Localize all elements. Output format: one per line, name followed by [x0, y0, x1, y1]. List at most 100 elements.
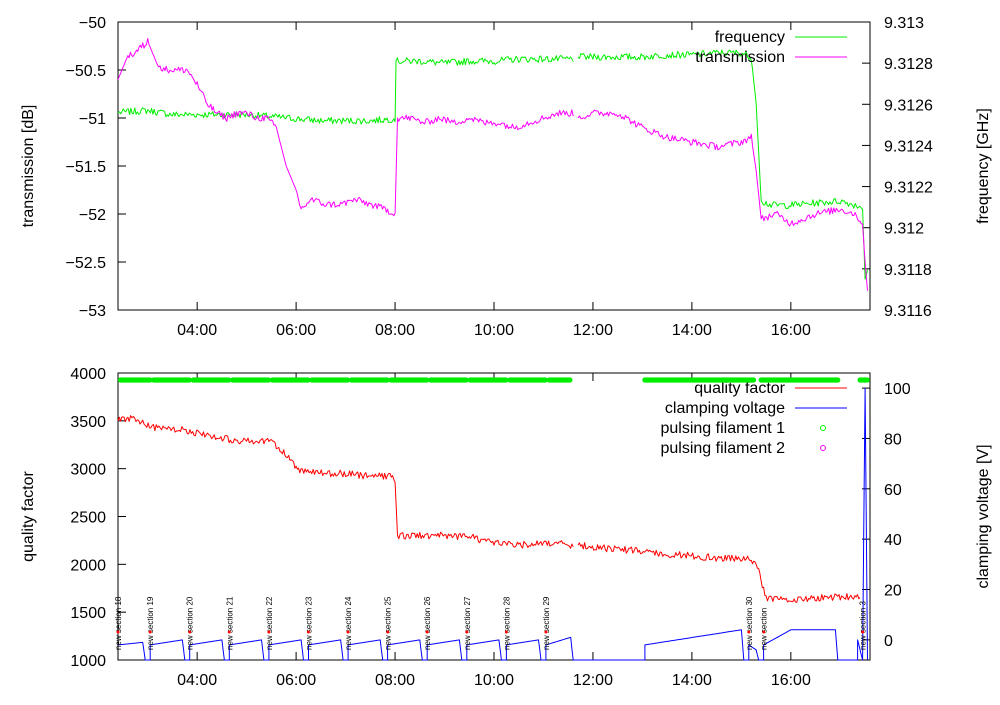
x-tick-label: 08:00	[375, 322, 415, 339]
y-tick-label-right: 9.3126	[884, 97, 933, 114]
x-tick-label: 12:00	[573, 322, 613, 339]
section-annotation: new section 3	[859, 601, 868, 650]
section-annotation: new section 23	[304, 596, 313, 650]
section-marker-dot	[504, 630, 508, 634]
series-line-transmission	[117, 38, 868, 291]
y-tick-label-right: 80	[884, 431, 902, 448]
section-annotation: new section 27	[463, 596, 472, 650]
legend-label: quality factor	[694, 380, 785, 397]
y-tick-label-right: 9.313	[884, 15, 924, 32]
legend-marker	[820, 445, 826, 451]
section-marker-dot	[861, 630, 865, 634]
pulsing-marker	[542, 377, 549, 383]
y-tick-label-left: −50.5	[66, 63, 107, 80]
x-tick-label: 10:00	[474, 322, 514, 339]
y-tick-label-right: 9.3118	[884, 262, 932, 279]
x-tick-label: 04:00	[177, 322, 217, 339]
y-tick-label-right: 60	[884, 482, 902, 499]
pulsing-marker	[424, 377, 430, 383]
section-marker-dot	[306, 630, 310, 634]
pulsing-marker	[503, 377, 509, 383]
y-tick-label-right: 9.3122	[884, 180, 933, 197]
section-annotation: new section 26	[423, 596, 432, 650]
section-marker-dot	[762, 630, 766, 634]
y-tick-label-left: 3500	[70, 414, 106, 431]
x-tick-label: 06:00	[276, 672, 316, 689]
legend-marker	[820, 425, 826, 431]
section-annotation: new section 30	[745, 596, 754, 650]
pulsing-marker	[305, 377, 311, 383]
y-tick-label-left: 2500	[70, 510, 106, 527]
section-annotation: new section 21	[225, 596, 234, 650]
section-marker-dot	[116, 630, 120, 634]
x-tick-label: 06:00	[276, 322, 316, 339]
legend-label: clamping voltage	[665, 400, 785, 417]
plot-top: 04:00 06:00 08:00 10:00 12:00 14:00 16:00 −50 −5…	[20, 15, 992, 339]
section-marker-dot	[227, 630, 231, 634]
pulsing-marker	[864, 377, 870, 383]
section-annotation: new section 18	[114, 596, 123, 650]
y-tick-label-left: −51.5	[66, 159, 107, 176]
y-tick-label-right: 0	[884, 633, 893, 650]
pulsing-marker	[147, 377, 153, 383]
pulsing-marker	[226, 377, 232, 383]
x-tick-label: 16:00	[771, 322, 811, 339]
legend-label: pulsing filament 2	[660, 440, 785, 457]
pulsing-marker	[750, 377, 757, 383]
y-tick-label-right: 20	[884, 583, 902, 600]
y-tick-label-left: −50	[79, 15, 106, 32]
y-tick-label-left: −52.5	[66, 255, 107, 272]
legend-label: frequency	[715, 29, 785, 46]
section-marker-dot	[267, 630, 271, 634]
section-annotation: new section 29	[542, 596, 551, 650]
section-marker-dot	[386, 630, 390, 634]
section-marker-dot	[425, 630, 429, 634]
series-line-frequency	[117, 49, 868, 280]
pulsing-marker	[835, 377, 841, 383]
x-tick-label: 12:00	[573, 672, 613, 689]
y-tick-label-right: 100	[884, 381, 911, 398]
y-tick-label-left: −52	[79, 207, 106, 224]
series-line-quality-factor	[117, 415, 861, 603]
y-tick-label-left: 1000	[70, 653, 106, 670]
pulsing-marker	[265, 377, 271, 383]
x-tick-label: 14:00	[672, 672, 712, 689]
y-tick-label-right: 40	[884, 532, 902, 549]
section-marker-dot	[544, 630, 548, 634]
y-tick-label-right: 9.3128	[884, 56, 933, 73]
pulsing-marker	[384, 377, 390, 383]
y-tick-label-left: −53	[79, 303, 106, 320]
y-tick-label-left: −51	[79, 111, 106, 128]
y-axis-label-left: quality factor	[20, 470, 37, 561]
x-tick-label: 16:00	[771, 672, 811, 689]
y-tick-label-right: 9.3124	[884, 138, 933, 155]
y-tick-label-left: 4000	[70, 366, 106, 383]
section-marker-dot	[747, 630, 751, 634]
x-tick-label: 14:00	[672, 322, 712, 339]
section-marker-dot	[188, 630, 192, 634]
pulsing-marker	[567, 377, 573, 383]
y-axis-label-right: clamping voltage [V]	[975, 444, 992, 588]
section-annotation: new section 24	[344, 596, 353, 650]
x-tick-label: 04:00	[177, 672, 217, 689]
section-annotation: new section	[760, 608, 769, 650]
legend-label: pulsing filament 1	[660, 420, 785, 437]
y-tick-label-left: 3000	[70, 462, 106, 479]
plot-bottom: 04:00 06:00 08:00 10:00 12:00 14:00 16:00 4000 3…	[20, 366, 992, 689]
series-line-clamping-voltage	[117, 387, 868, 661]
y-tick-label-right: 9.3116	[884, 303, 932, 320]
y-tick-label-left: 2000	[70, 557, 106, 574]
section-marker-dot	[346, 630, 350, 634]
pulsing-marker	[463, 377, 469, 383]
section-marker-dot	[148, 630, 152, 634]
section-annotation: new section 22	[265, 596, 274, 650]
x-tick-label: 10:00	[474, 672, 514, 689]
y-axis-label-left: transmission [dB]	[20, 105, 37, 228]
y-tick-label-left: 1500	[70, 605, 106, 622]
legend-label: transmission	[695, 49, 785, 66]
pulsing-marker	[186, 377, 192, 383]
section-annotation: new section 19	[146, 596, 155, 650]
pulsing-marker	[344, 377, 351, 383]
